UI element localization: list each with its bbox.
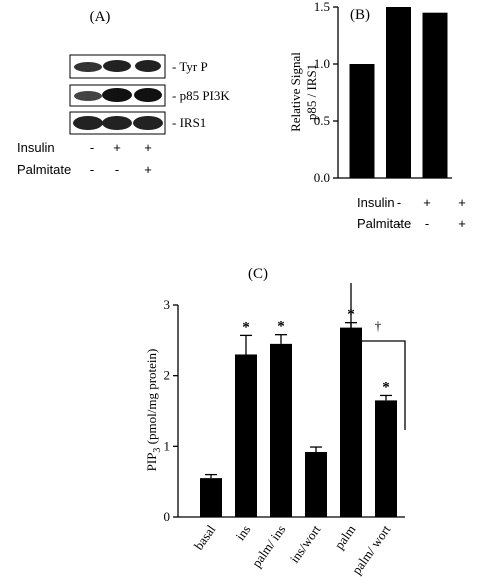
condition-sign: + [423,195,431,210]
y-axis-label-main: PIP [144,453,159,472]
y-tick-label: 0.0 [314,170,330,185]
panel-label: (B) [350,7,370,23]
condition-sign: + [113,140,121,155]
significance-mark: * [277,319,285,335]
bar [422,12,448,179]
x-tick-label: basal [191,522,219,553]
comparison-bracket [350,283,406,430]
condition-sign: + [458,195,466,210]
y-tick-label: 0.5 [314,113,330,128]
error-bar [275,334,287,344]
panel-label: (A) [90,9,111,25]
y-axis-label: Relative Signalp85 / IRS1 [288,52,319,132]
condition-sign: - [397,195,401,210]
y-axis-label-rest: (pmol/mg protein) [144,349,159,448]
y-tick-label: 0 [164,509,171,524]
band-label: - p85 PI3K [172,88,230,103]
y-axis-label-line: p85 / IRS1 [304,64,319,120]
condition-label: Palmitate [357,216,411,231]
condition-sign: - [397,216,401,231]
significance-mark: * [382,379,390,395]
error-bar [240,334,252,355]
condition-sign: + [144,162,152,177]
band-label: - IRS1 [172,115,206,130]
condition-sign: + [144,140,152,155]
blot-image [69,54,166,135]
bar [340,327,362,517]
x-tick-label: ins [232,522,253,543]
significance-mark: * [242,319,250,335]
bar [305,451,327,517]
condition-sign: - [90,162,94,177]
error-bar [310,446,322,452]
y-tick-label: 3 [164,297,171,312]
error-bar [205,473,217,479]
comparison-label: † [375,318,382,333]
y-tick-label: 1 [164,438,171,453]
bar [235,354,257,517]
x-tick-label: palm/ ins [249,522,289,570]
condition-sign: - [115,162,119,177]
y-axis-label-line: Relative Signal [288,52,303,132]
bar [386,7,411,178]
condition-sign: - [90,140,94,155]
bar [270,343,292,517]
bar [200,478,222,517]
y-tick-label: 1.0 [314,56,330,71]
condition-label: Insulin [357,195,395,210]
condition-sign: - [425,216,429,231]
band-label: - Tyr P [172,59,208,74]
x-tick-label: ins/wort [287,522,324,566]
x-tick-label: palm [331,522,358,552]
y-axis-label-sub: 3 [152,448,163,453]
bar [375,400,397,517]
y-axis-label: PIP3 (pmol/mg protein) [144,349,163,472]
condition-sign: + [458,216,466,231]
panel-label: (C) [248,266,268,282]
condition-label: Palmitate [17,162,71,177]
error-bar [380,394,392,401]
condition-label: Insulin [17,140,55,155]
y-tick-label: 1.5 [314,0,330,14]
y-tick-label: 2 [164,368,171,383]
bar [349,64,375,178]
